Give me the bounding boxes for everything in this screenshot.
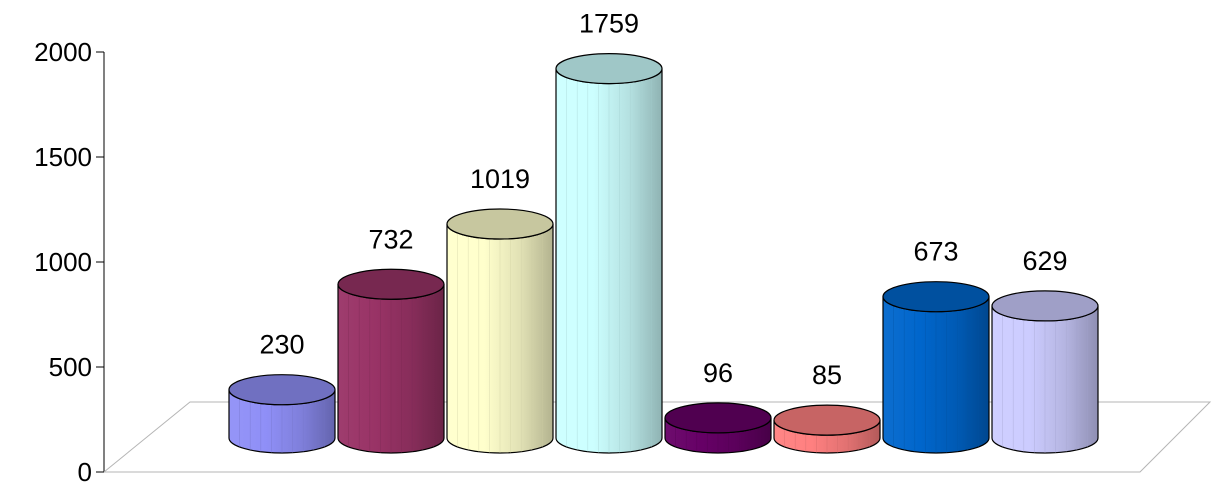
bar-top-cap xyxy=(773,404,881,436)
bar-top-cap xyxy=(555,53,663,85)
bar xyxy=(446,208,554,454)
data-label: 629 xyxy=(1022,246,1067,276)
bar xyxy=(664,402,772,454)
y-tick-label: 1500 xyxy=(34,142,92,172)
data-label: 85 xyxy=(812,360,842,390)
y-tick-label: 0 xyxy=(78,457,92,487)
y-axis-ticks: 0 500 1000 1500 2000 xyxy=(34,37,104,487)
data-label: 230 xyxy=(259,330,304,360)
bar xyxy=(555,53,663,454)
data-labels-layer: 230 732 1019 1759 96 85 673 629 xyxy=(259,9,1067,391)
bar xyxy=(882,281,990,454)
axis-layer: 0 500 1000 1500 2000 xyxy=(34,37,1212,487)
bar xyxy=(773,404,881,454)
bar-top-cap xyxy=(228,374,336,406)
bars-layer xyxy=(228,53,1099,454)
data-label: 1019 xyxy=(470,164,530,194)
bar xyxy=(228,374,336,454)
y-tick-label: 2000 xyxy=(34,37,92,67)
data-label: 1759 xyxy=(579,9,639,39)
bar-top-cap xyxy=(446,208,554,240)
floor-outline xyxy=(103,401,1212,473)
data-label: 96 xyxy=(703,358,733,388)
bar xyxy=(991,290,1099,454)
bar-top-cap xyxy=(882,281,990,313)
bar-top-cap xyxy=(664,402,772,434)
bar-top-cap xyxy=(991,290,1099,322)
bar-top-cap xyxy=(337,268,445,300)
y-tick-label: 1000 xyxy=(34,247,92,277)
bar xyxy=(337,268,445,454)
data-label: 673 xyxy=(913,237,958,267)
y-tick-label: 500 xyxy=(49,352,92,382)
data-label: 732 xyxy=(368,224,413,254)
